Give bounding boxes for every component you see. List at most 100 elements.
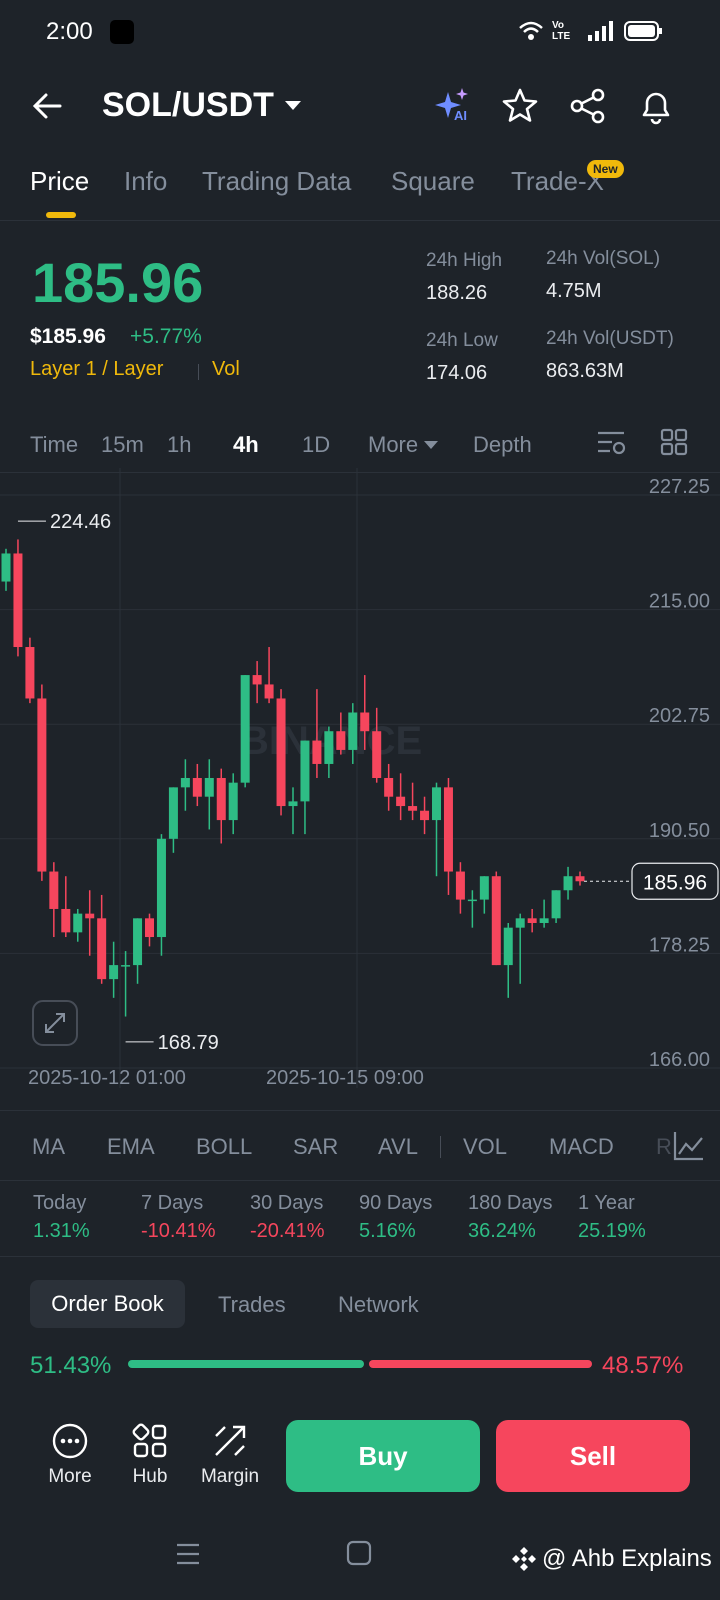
back-arrow-icon[interactable] [30, 86, 70, 126]
indicator-avl[interactable]: AVL [378, 1134, 418, 1159]
interval-15m[interactable]: 15m [101, 432, 144, 457]
home-icon[interactable] [346, 1540, 372, 1566]
candle-body [133, 918, 143, 966]
tag-divider [198, 364, 199, 380]
tab-trades[interactable]: Trades [218, 1292, 286, 1317]
candle-body [240, 675, 250, 783]
candles [1, 539, 585, 1017]
perf-value: -20.41% [250, 1220, 325, 1242]
perf-value: 5.16% [359, 1220, 416, 1242]
candle-body [1, 553, 11, 582]
candle-body [85, 913, 95, 919]
y-tick-label: 190.50 [649, 820, 710, 842]
indicator-macd[interactable]: MACD [549, 1134, 614, 1159]
candle-body [372, 731, 382, 778]
interval-time[interactable]: Time [30, 432, 79, 457]
candle-body [145, 918, 154, 938]
fullscreen-icon[interactable] [32, 1000, 78, 1046]
candle-body [360, 712, 370, 732]
more-dots-icon [52, 1423, 88, 1459]
tab-network[interactable]: Network [338, 1292, 419, 1317]
watermark-text: @ Ahb Explains [542, 1545, 712, 1572]
more-button[interactable]: More [30, 1422, 110, 1488]
ai-assistant-button[interactable]: AI [432, 86, 472, 126]
candle-body [300, 740, 310, 802]
tab-price[interactable]: Price [30, 166, 90, 196]
indicator-ma[interactable]: MA [32, 1134, 65, 1159]
candle-body [109, 965, 119, 980]
share-icon[interactable] [568, 86, 608, 126]
perf-label: 1 Year [578, 1192, 635, 1214]
perf-label: Today [33, 1192, 87, 1214]
candle-body [432, 787, 441, 821]
candle-body [455, 871, 465, 900]
candle-body [156, 838, 166, 938]
candle-body [443, 787, 453, 872]
candle-body [276, 698, 286, 807]
current-price-box [631, 862, 719, 900]
candle-body [551, 890, 561, 919]
candle-body [396, 796, 406, 807]
x-tick-label: 2025-10-12 01:00 [28, 1067, 186, 1088]
divider [0, 472, 720, 473]
category-tag[interactable]: Layer 1 / Layer [30, 358, 164, 380]
interval-4h[interactable]: 4h [233, 432, 259, 457]
layout-grid-icon[interactable] [660, 428, 688, 456]
low-value: 174.06 [426, 362, 488, 384]
hub-icon [132, 1423, 167, 1458]
recent-apps-icon[interactable] [174, 1540, 202, 1568]
candle-body [25, 647, 35, 699]
indicator-rsi[interactable]: R [656, 1134, 672, 1159]
star-icon[interactable] [500, 86, 540, 126]
sell-ratio: 48.57% [602, 1352, 684, 1379]
current-price-label: 185.96 [643, 871, 707, 894]
indicator-sar[interactable]: SAR [293, 1134, 339, 1159]
y-tick-label: 178.25 [649, 934, 710, 956]
candlestick-chart[interactable]: BINANCE 227.25215.00202.75190.50178.2516… [0, 468, 720, 1088]
candle-body [563, 876, 573, 891]
candle-body [336, 731, 346, 750]
depth-tab[interactable]: Depth [473, 432, 532, 457]
candle-body [348, 712, 358, 750]
y-tick-label: 215.00 [649, 591, 710, 613]
vol-quote-label: 24h Vol(USDT) [546, 328, 674, 349]
vol-tag[interactable]: Vol [212, 358, 240, 380]
sell-button[interactable]: Sell [496, 1420, 690, 1492]
buy-button[interactable]: Buy [286, 1420, 480, 1492]
more-label: More [48, 1466, 92, 1487]
candle-body [515, 918, 525, 928]
divider [0, 1110, 720, 1111]
tab-trading-data[interactable]: Trading Data [202, 166, 352, 196]
candle-body [204, 777, 214, 797]
candle-body [420, 810, 430, 821]
usd-price: $185.96 [30, 325, 106, 348]
pair-selector[interactable]: SOL/USDT [102, 86, 302, 125]
interval-more[interactable]: More [368, 432, 439, 458]
low-label: 24h Low [426, 330, 498, 351]
divider [0, 1256, 720, 1257]
perf-value: 36.24% [468, 1220, 536, 1242]
interval-1d[interactable]: 1D [302, 432, 331, 457]
min-price-label: 168.79 [158, 1032, 219, 1054]
margin-button[interactable]: Margin [190, 1422, 270, 1488]
x-tick-label: 2025-10-15 09:00 [266, 1067, 424, 1088]
chart-settings-icon[interactable] [596, 428, 628, 458]
hub-label: Hub [132, 1466, 168, 1487]
tab-square[interactable]: Square [391, 166, 475, 196]
indicator-vol[interactable]: VOL [463, 1134, 508, 1159]
indicator-boll[interactable]: BOLL [196, 1134, 253, 1159]
binance-logo-icon [512, 1547, 536, 1571]
divider [0, 220, 720, 221]
candle-body [491, 876, 501, 966]
tab-order-book[interactable]: Order Book [30, 1280, 185, 1328]
max-price-label: 224.46 [50, 511, 111, 533]
candle-body [97, 918, 107, 980]
caret-down-icon [284, 100, 301, 110]
hub-button[interactable]: Hub [110, 1422, 190, 1488]
bell-icon[interactable] [636, 86, 676, 126]
indicator-settings-icon[interactable] [672, 1130, 706, 1162]
interval-1h[interactable]: 1h [167, 432, 192, 457]
ai-sparkle-icon [435, 88, 468, 118]
tab-info[interactable]: Info [124, 166, 168, 196]
indicator-ema[interactable]: EMA [107, 1134, 155, 1159]
